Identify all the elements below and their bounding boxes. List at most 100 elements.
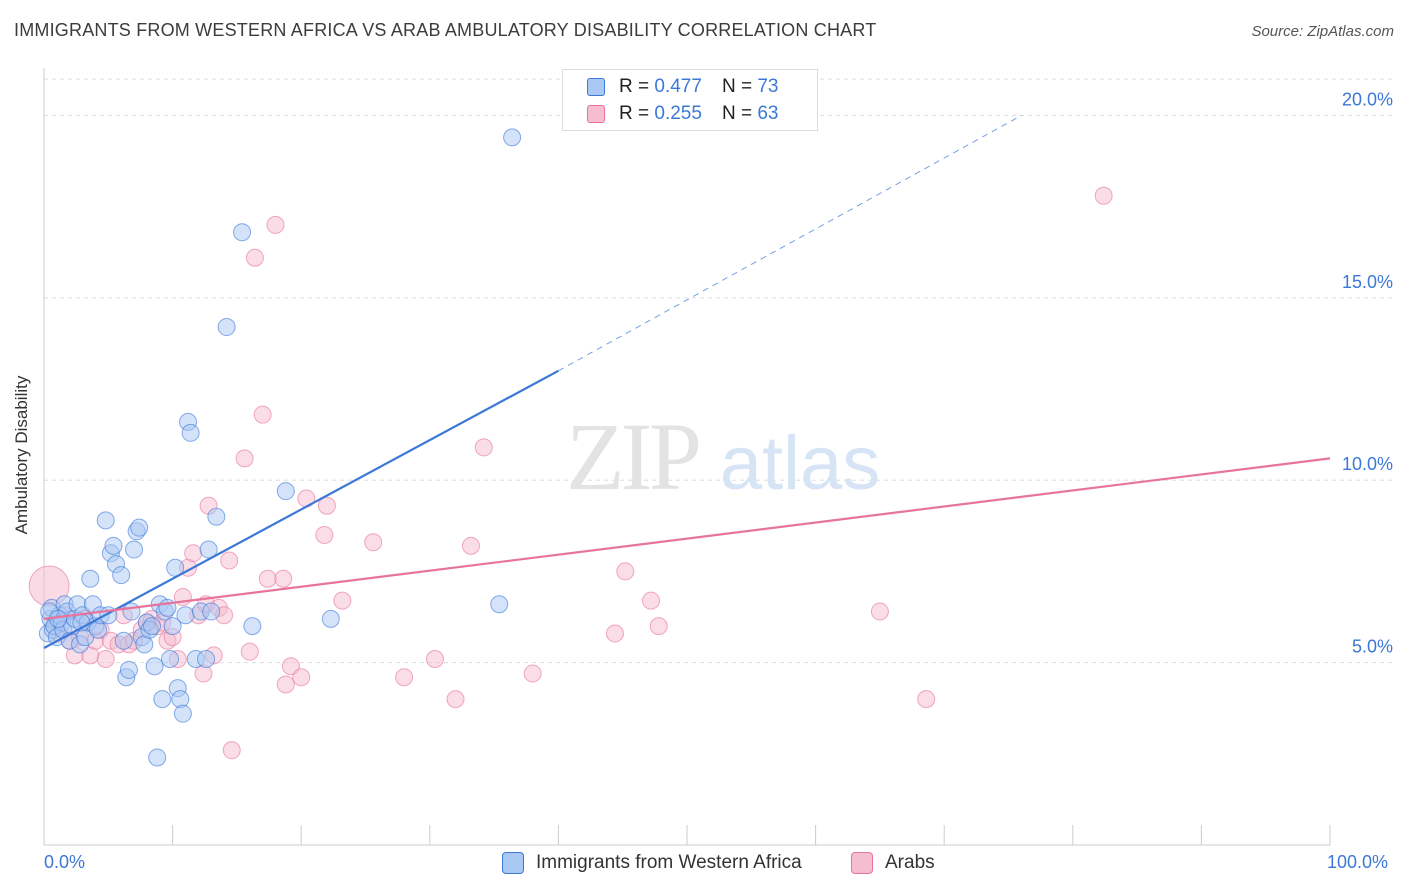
point-western-africa xyxy=(181,423,200,442)
trend-lines xyxy=(43,115,1331,649)
point-western-africa xyxy=(503,128,522,147)
point-arabs xyxy=(641,591,660,610)
point-western-africa xyxy=(233,223,252,242)
point-western-africa xyxy=(243,617,262,636)
point-arabs xyxy=(649,617,668,636)
legend-swatch-series2 xyxy=(587,105,605,123)
point-western-africa xyxy=(202,602,221,621)
point-western-africa xyxy=(112,566,131,585)
point-western-africa xyxy=(171,690,190,709)
point-western-africa xyxy=(153,690,172,709)
x-tick-max: 100.0% xyxy=(1327,852,1389,872)
point-arabs xyxy=(258,569,277,588)
point-arabs xyxy=(235,449,254,468)
point-arabs xyxy=(245,248,264,267)
legend-n-value: 63 xyxy=(757,103,779,124)
point-western-africa xyxy=(114,631,133,650)
point-arabs xyxy=(276,675,295,694)
legend-row-series2: R = 0.255 N = 63 xyxy=(587,101,778,127)
bottom-legend-series2: Arabs xyxy=(851,852,935,874)
point-arabs xyxy=(266,215,285,234)
point-western-africa xyxy=(321,609,340,628)
point-arabs xyxy=(222,741,241,760)
point-western-africa xyxy=(81,569,100,588)
gridlines xyxy=(44,78,1392,664)
point-western-africa xyxy=(217,318,236,337)
point-arabs xyxy=(315,525,334,544)
legend-row-series1: R = 0.477 N = 73 xyxy=(587,74,778,100)
axes xyxy=(43,68,1331,846)
bottom-legend-swatch-series2 xyxy=(851,852,873,874)
point-arabs xyxy=(184,544,203,563)
point-arabs xyxy=(364,533,383,552)
point-western-africa xyxy=(119,660,138,679)
point-arabs xyxy=(446,690,465,709)
point-western-africa xyxy=(122,602,141,621)
chart-title: IMMIGRANTS FROM WESTERN AFRICA VS ARAB A… xyxy=(14,20,877,40)
point-arabs xyxy=(1094,186,1113,205)
trend-line-arabs xyxy=(43,457,1331,620)
point-western-africa xyxy=(173,704,192,723)
point-western-africa xyxy=(125,540,144,559)
legend-r-label: R = xyxy=(619,103,650,124)
point-arabs xyxy=(240,642,259,661)
source-label: Source: ZipAtlas.com xyxy=(1251,23,1394,40)
point-western-africa xyxy=(176,606,195,625)
trend-line-western-africa xyxy=(43,369,559,649)
legend-r-value: 0.477 xyxy=(654,76,702,97)
y-tick-label: 15.0% xyxy=(1342,272,1393,292)
watermark-atlas: atlas xyxy=(720,421,881,506)
point-western-africa xyxy=(490,595,509,614)
point-western-africa xyxy=(104,536,123,555)
legend-r-label: R = xyxy=(619,76,650,97)
point-western-africa xyxy=(197,649,216,668)
point-arabs xyxy=(616,562,635,581)
point-western-africa xyxy=(276,482,295,501)
point-western-africa xyxy=(148,748,167,767)
point-western-africa xyxy=(145,657,164,676)
point-western-africa xyxy=(163,617,182,636)
point-western-africa xyxy=(143,617,162,636)
point-arabs xyxy=(395,668,414,687)
point-arabs xyxy=(474,438,493,457)
point-western-africa xyxy=(161,649,180,668)
bottom-legend-label-series1: Immigrants from Western Africa xyxy=(536,852,802,873)
point-arabs xyxy=(425,649,444,668)
y-tick-label: 5.0% xyxy=(1352,637,1393,657)
trend-line-western-africa-extension xyxy=(558,115,1022,372)
point-western-africa xyxy=(130,518,149,537)
point-arabs xyxy=(220,551,239,570)
legend-n-label: N = xyxy=(721,76,753,97)
x-tick-min: 0.0% xyxy=(44,852,86,872)
y-tick-labels: 5.0% 10.0% 15.0% 20.0% xyxy=(1342,89,1393,656)
y-tick-label: 10.0% xyxy=(1342,454,1393,474)
point-arabs xyxy=(605,624,624,643)
point-arabs xyxy=(274,569,293,588)
y-tick-label: 20.0% xyxy=(1342,89,1393,109)
data-points xyxy=(28,128,1113,767)
bottom-legend-swatch-series1 xyxy=(502,852,524,874)
legend-r-value: 0.255 xyxy=(654,103,702,124)
point-arabs xyxy=(917,690,936,709)
watermark-zip: ZIP xyxy=(566,403,699,510)
point-western-africa xyxy=(96,511,115,530)
point-western-africa xyxy=(199,540,218,559)
point-arabs xyxy=(281,657,300,676)
point-arabs xyxy=(870,602,889,621)
point-arabs xyxy=(461,536,480,555)
point-western-africa xyxy=(89,620,108,639)
point-arabs xyxy=(523,664,542,683)
bottom-legend-series1: Immigrants from Western Africa xyxy=(502,852,802,874)
point-arabs xyxy=(253,405,272,424)
point-western-africa xyxy=(207,507,226,526)
point-arabs xyxy=(96,649,115,668)
legend-swatch-series1 xyxy=(587,78,605,96)
point-arabs xyxy=(317,496,336,515)
y-axis-label: Ambulatory Disability xyxy=(12,375,31,535)
bottom-legend-label-series2: Arabs xyxy=(885,852,935,873)
point-arabs xyxy=(333,591,352,610)
legend-box: R = 0.477 N = 73 R = 0.255 N = 63 xyxy=(562,69,818,131)
point-arabs xyxy=(292,668,311,687)
legend-n-label: N = xyxy=(721,103,753,124)
